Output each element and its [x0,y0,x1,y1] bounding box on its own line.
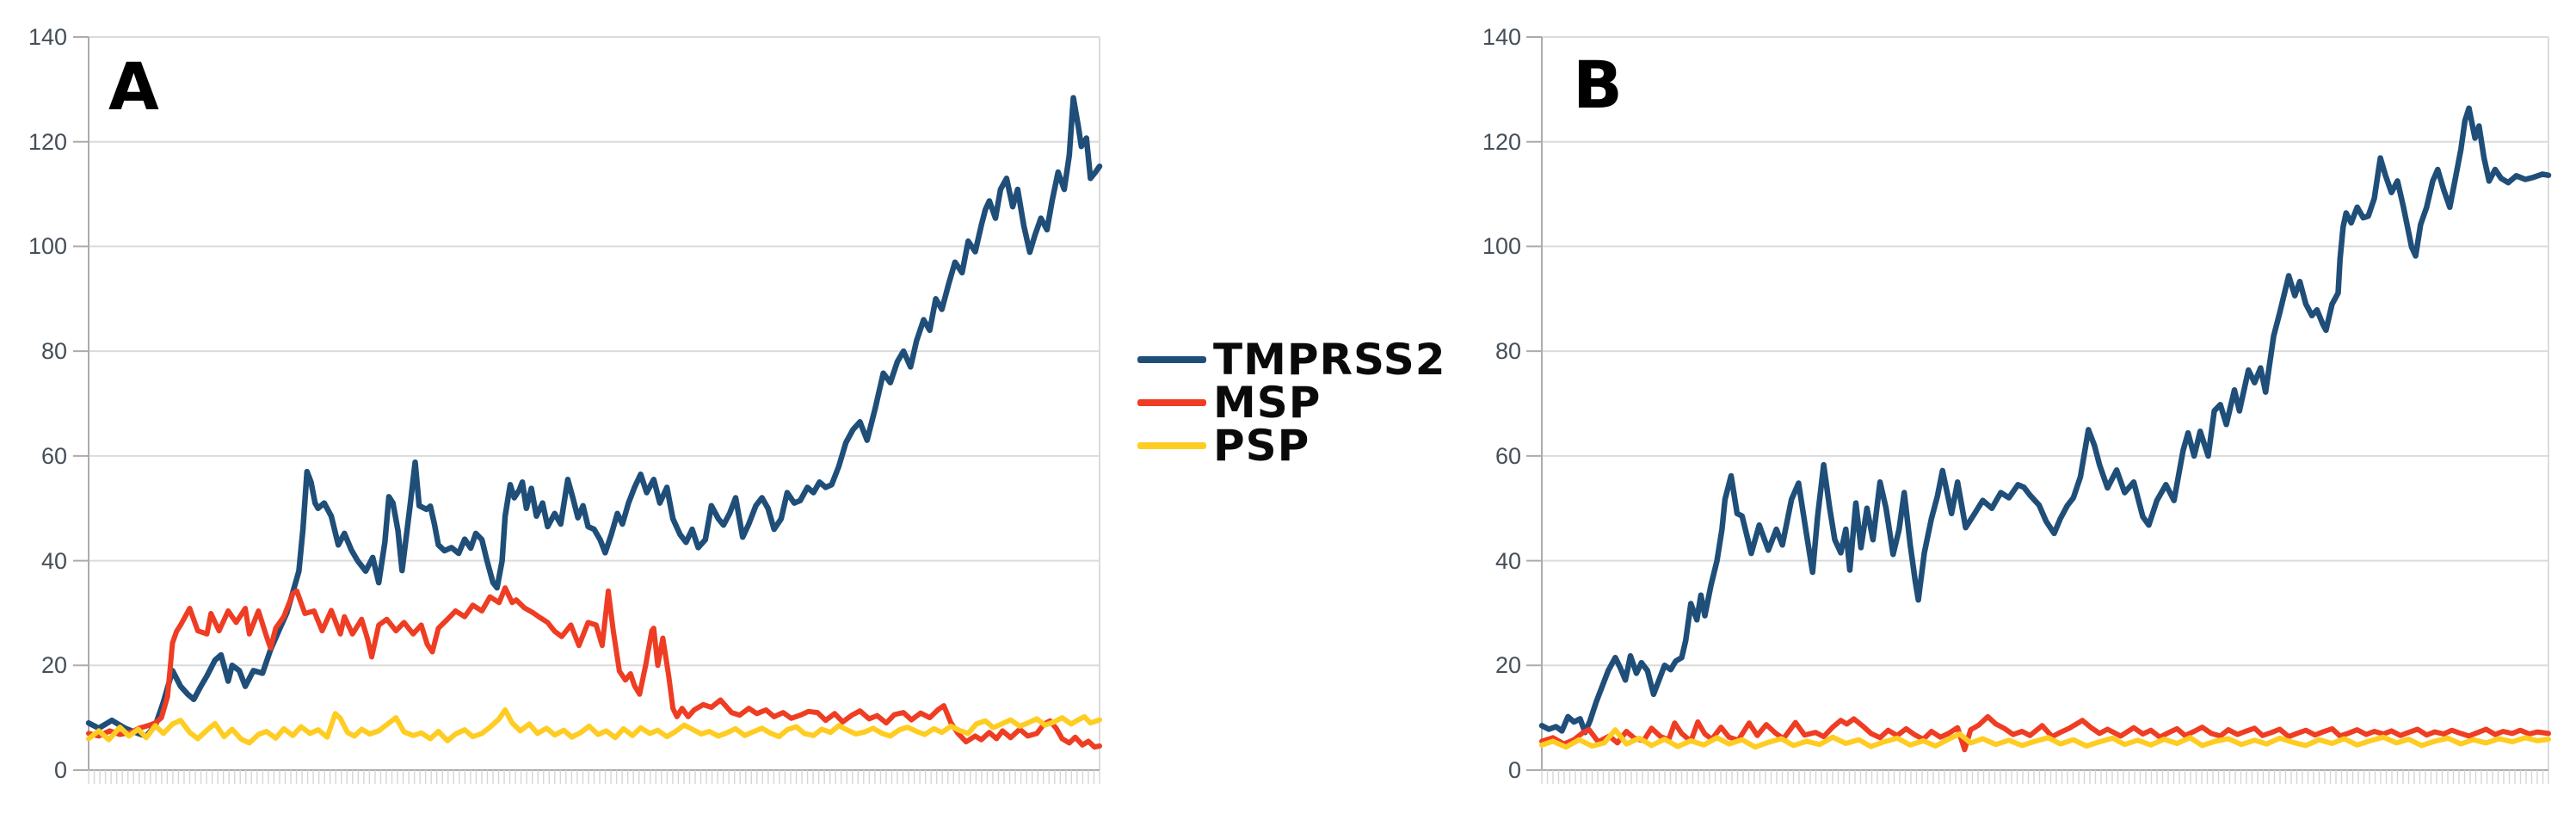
series-line-tmprss2 [85,95,1103,739]
y-axis-label: 80 [40,338,67,365]
y-axis-label: 100 [28,233,67,260]
tmprss2-line-swatch-icon [1137,356,1206,363]
y-axis-label: 20 [40,652,67,679]
series-line-msp [86,585,1102,750]
legend-item-psp: PSP [1137,421,1446,471]
y-axis-label: 20 [1494,652,1521,679]
msp-line-swatch-icon [1137,399,1206,406]
chart-a-plot [73,36,1103,784]
y-axis-label: 140 [28,24,67,50]
chart-b [1526,36,2552,784]
legend-item-msp: MSP [1137,378,1446,428]
y-axis-label: 0 [53,757,67,783]
chart-b-title: B [1573,46,1624,123]
y-axis-label: 0 [1507,757,1521,783]
series-line-psp [86,707,1102,746]
legend-label-msp: MSP [1213,378,1322,428]
y-axis-label: 100 [1482,233,1521,260]
psp-line-swatch-icon [1137,442,1206,449]
legend-item-tmprss2: TMPRSS2 [1137,335,1446,385]
series-line-tmprss2 [1538,105,2552,736]
y-axis-label: 40 [1494,547,1521,574]
y-axis-label: 40 [40,547,67,574]
chart-b-plot [1526,36,2552,784]
series-line-psp [1539,727,2551,750]
y-axis-label: 120 [1482,128,1521,155]
chart-a-title: A [108,48,161,125]
legend-label-psp: PSP [1213,421,1310,471]
y-axis-label: 60 [40,442,67,469]
legend: TMPRSS2 MSP PSP [1137,335,1446,471]
y-axis-labels-b: 0 20 40 60 80 100 120 140 [1463,0,1521,814]
y-axis-label: 60 [1494,442,1521,469]
legend-label-tmprss2: TMPRSS2 [1213,335,1446,385]
y-axis-labels-a: 0 20 40 60 80 100 120 140 [7,0,67,814]
y-axis-label: 120 [28,128,67,155]
series-line-msp [1539,713,2551,753]
y-axis-label: 80 [1494,338,1521,365]
chart-a [73,36,1103,784]
y-axis-label: 140 [1482,24,1521,50]
